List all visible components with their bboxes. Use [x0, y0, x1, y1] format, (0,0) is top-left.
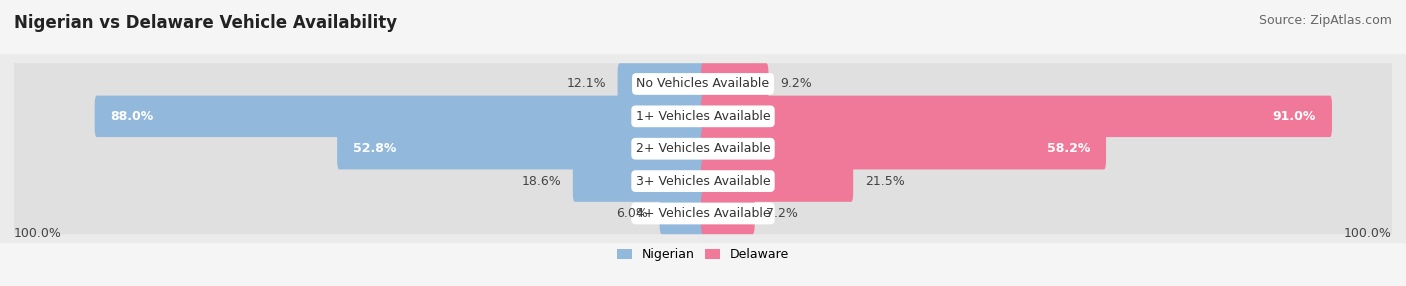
Text: 58.2%: 58.2% [1047, 142, 1090, 155]
FancyBboxPatch shape [13, 63, 1393, 105]
FancyBboxPatch shape [13, 193, 1393, 234]
Text: No Vehicles Available: No Vehicles Available [637, 78, 769, 90]
FancyBboxPatch shape [0, 119, 1406, 178]
FancyBboxPatch shape [702, 96, 1331, 137]
Text: 7.2%: 7.2% [766, 207, 799, 220]
FancyBboxPatch shape [94, 96, 704, 137]
FancyBboxPatch shape [13, 128, 1393, 169]
FancyBboxPatch shape [337, 128, 704, 169]
Text: 4+ Vehicles Available: 4+ Vehicles Available [636, 207, 770, 220]
Text: 52.8%: 52.8% [353, 142, 396, 155]
Text: 3+ Vehicles Available: 3+ Vehicles Available [636, 174, 770, 188]
Text: Source: ZipAtlas.com: Source: ZipAtlas.com [1258, 14, 1392, 27]
Text: 100.0%: 100.0% [14, 227, 62, 240]
FancyBboxPatch shape [659, 193, 704, 234]
FancyBboxPatch shape [702, 63, 769, 105]
Text: 100.0%: 100.0% [1344, 227, 1392, 240]
Text: 91.0%: 91.0% [1272, 110, 1316, 123]
Text: 88.0%: 88.0% [111, 110, 153, 123]
FancyBboxPatch shape [13, 96, 1393, 137]
FancyBboxPatch shape [572, 160, 704, 202]
FancyBboxPatch shape [702, 128, 1107, 169]
Text: Nigerian vs Delaware Vehicle Availability: Nigerian vs Delaware Vehicle Availabilit… [14, 14, 396, 32]
FancyBboxPatch shape [617, 63, 704, 105]
FancyBboxPatch shape [702, 160, 853, 202]
FancyBboxPatch shape [0, 184, 1406, 243]
Text: 21.5%: 21.5% [865, 174, 904, 188]
Text: 2+ Vehicles Available: 2+ Vehicles Available [636, 142, 770, 155]
Legend: Nigerian, Delaware: Nigerian, Delaware [612, 243, 794, 266]
Text: 1+ Vehicles Available: 1+ Vehicles Available [636, 110, 770, 123]
FancyBboxPatch shape [0, 54, 1406, 114]
Text: 9.2%: 9.2% [780, 78, 811, 90]
FancyBboxPatch shape [0, 87, 1406, 146]
FancyBboxPatch shape [702, 193, 755, 234]
Text: 12.1%: 12.1% [567, 78, 606, 90]
Text: 6.0%: 6.0% [616, 207, 648, 220]
Text: 18.6%: 18.6% [522, 174, 561, 188]
FancyBboxPatch shape [13, 160, 1393, 202]
FancyBboxPatch shape [0, 151, 1406, 211]
